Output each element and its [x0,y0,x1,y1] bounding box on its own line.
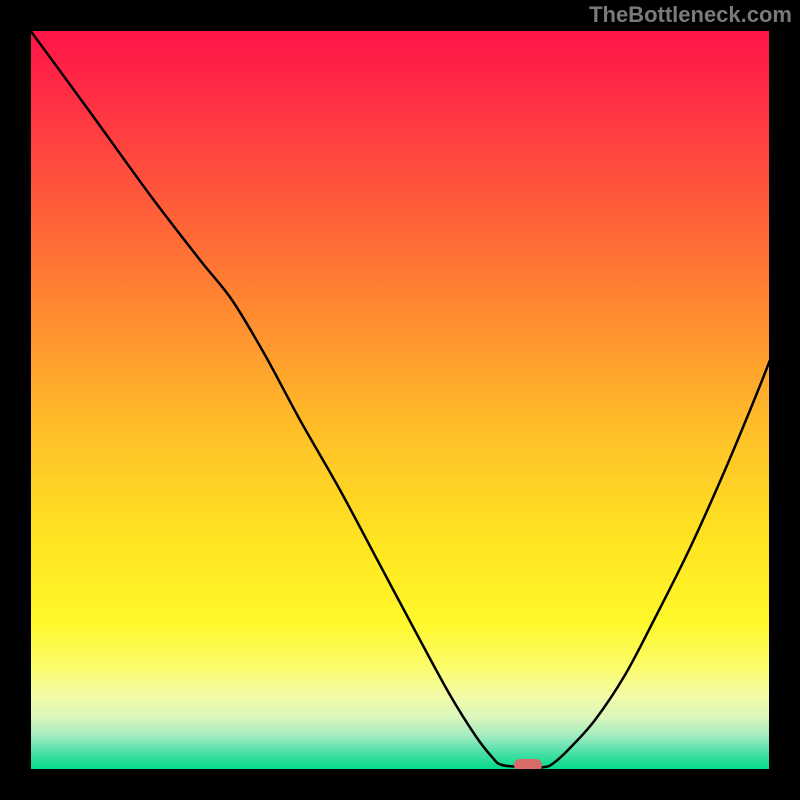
chart-container: TheBottleneck.com [0,0,800,800]
plot-background [30,30,770,770]
watermark-text: TheBottleneck.com [589,2,792,28]
chart-svg [0,0,800,800]
